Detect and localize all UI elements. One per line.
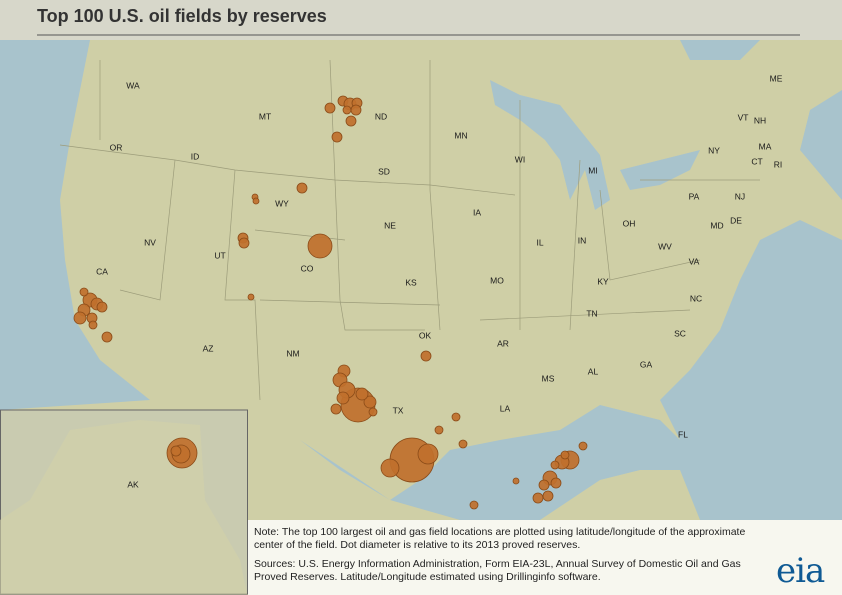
field-dot: [417, 443, 439, 465]
state-label: UT: [214, 250, 225, 260]
field-dot: [368, 407, 378, 417]
state-label: VA: [689, 256, 700, 266]
field-dot: [238, 237, 250, 249]
state-label: KS: [405, 277, 417, 287]
field-dot: [88, 320, 98, 330]
state-label: FL: [678, 429, 688, 439]
state-label: PA: [689, 191, 700, 201]
state-label: DE: [730, 215, 742, 225]
field-dot: [345, 115, 357, 127]
state-label: WV: [658, 241, 672, 251]
title: Top 100 U.S. oil fields by reserves: [37, 6, 327, 26]
field-dot: [434, 425, 444, 435]
field-dot: [331, 131, 343, 143]
state-label: OR: [110, 142, 123, 152]
state-label: ME: [770, 73, 783, 83]
state-label: SD: [378, 166, 390, 176]
state-label: KY: [597, 276, 609, 286]
state-label: NY: [708, 145, 720, 155]
field-dot: [170, 445, 182, 457]
field-dot: [538, 479, 550, 491]
state-label: NE: [384, 220, 396, 230]
state-label: WI: [515, 154, 525, 164]
state-label: MA: [759, 141, 772, 151]
state-label: MO: [490, 275, 504, 285]
field-dot: [355, 387, 369, 401]
field-dot: [560, 450, 570, 460]
field-dot: [101, 331, 113, 343]
state-label: IL: [536, 237, 543, 247]
state-label: SC: [674, 328, 686, 338]
state-label: OH: [623, 218, 636, 228]
state-label: ID: [191, 151, 200, 161]
note-box: [248, 520, 842, 595]
field-dot: [451, 412, 461, 422]
field-dot: [336, 391, 350, 405]
state-label: NV: [144, 237, 156, 247]
oil-field-dots: [73, 95, 588, 510]
field-dot: [532, 492, 544, 504]
title-band: [0, 0, 842, 40]
state-label: ND: [375, 111, 387, 121]
gulf-atlantic: [300, 220, 842, 520]
state-label: MS: [542, 373, 555, 383]
pacific: [0, 40, 150, 410]
state-label: WY: [275, 198, 289, 208]
state-label: AK: [127, 479, 139, 489]
state-label: TN: [586, 308, 597, 318]
state-label: IA: [473, 207, 481, 217]
field-dot: [247, 293, 255, 301]
field-dot: [363, 395, 377, 409]
eia-logo: eia: [776, 551, 825, 591]
state-label: WA: [126, 80, 140, 90]
state-label: AR: [497, 338, 509, 348]
state-label: CO: [301, 263, 314, 273]
field-dot: [420, 350, 432, 362]
field-dot: [542, 490, 554, 502]
field-dot: [380, 458, 400, 478]
state-label: AZ: [203, 343, 214, 353]
field-dot: [252, 197, 260, 205]
state-label: NC: [690, 293, 702, 303]
field-dot: [324, 102, 336, 114]
state-label: MI: [588, 165, 597, 175]
state-label: OK: [419, 330, 432, 340]
field-dot: [73, 311, 87, 325]
field-dot: [469, 500, 479, 510]
field-dot: [296, 182, 308, 194]
field-dot: [307, 233, 333, 259]
sources: Sources: U.S. Energy Information Adminis…: [254, 558, 741, 583]
state-label: CA: [96, 266, 108, 276]
state-label: AL: [588, 366, 599, 376]
field-dot: [79, 287, 89, 297]
state-label: NM: [286, 348, 299, 358]
state-label: RI: [774, 159, 783, 169]
field-dot: [550, 477, 562, 489]
state-label: NJ: [735, 191, 745, 201]
field-dot: [96, 301, 108, 313]
field-dot: [512, 477, 520, 485]
state-label: MD: [710, 220, 723, 230]
field-dot: [550, 460, 560, 470]
state-label: NH: [754, 115, 766, 125]
hudson: [680, 40, 760, 60]
atlantic-north: [800, 40, 842, 200]
field-dot: [350, 104, 362, 116]
field-dot: [578, 441, 588, 451]
state-label: MT: [259, 111, 271, 121]
state-label: TX: [393, 405, 404, 415]
state-label: IN: [578, 235, 587, 245]
field-dot: [330, 403, 342, 415]
state-labels: WA MT ND MN OR ID SD WI MI ME VT NH NY MA CT RI WY NE IA PA…: [96, 73, 783, 489]
state-label: GA: [640, 359, 653, 369]
field-dot: [342, 105, 352, 115]
field-dot: [458, 439, 468, 449]
state-label: VT: [738, 112, 749, 122]
state-label: LA: [500, 403, 511, 413]
state-label: MN: [454, 130, 467, 140]
state-label: CT: [751, 156, 762, 166]
note: Note: The top 100 largest oil and gas fi…: [254, 526, 746, 551]
